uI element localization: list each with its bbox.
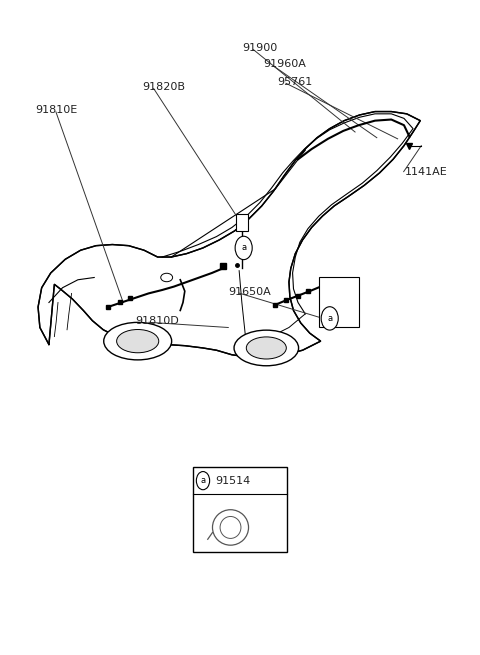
Text: 91820B: 91820B [143,83,186,92]
Text: 91514: 91514 [216,476,251,485]
Bar [319,278,359,328]
Text: a: a [241,244,246,252]
Ellipse shape [161,273,173,282]
Text: 91810D: 91810D [136,316,180,326]
Text: 1141AE: 1141AE [405,166,448,177]
Ellipse shape [220,517,241,538]
Text: 95761: 95761 [277,77,312,87]
Ellipse shape [234,330,299,365]
Bar [237,214,248,231]
Ellipse shape [117,329,159,353]
Text: 91650A: 91650A [228,287,271,297]
Text: a: a [201,476,205,485]
Circle shape [321,307,338,330]
Circle shape [196,472,210,490]
Ellipse shape [246,337,286,359]
Bar [192,467,288,552]
Ellipse shape [213,510,249,545]
Text: a: a [327,314,332,323]
Text: 91810E: 91810E [35,105,77,115]
Circle shape [235,236,252,259]
Polygon shape [38,111,420,357]
Text: 91960A: 91960A [263,60,306,69]
Ellipse shape [104,322,172,360]
Text: 91900: 91900 [242,43,277,53]
